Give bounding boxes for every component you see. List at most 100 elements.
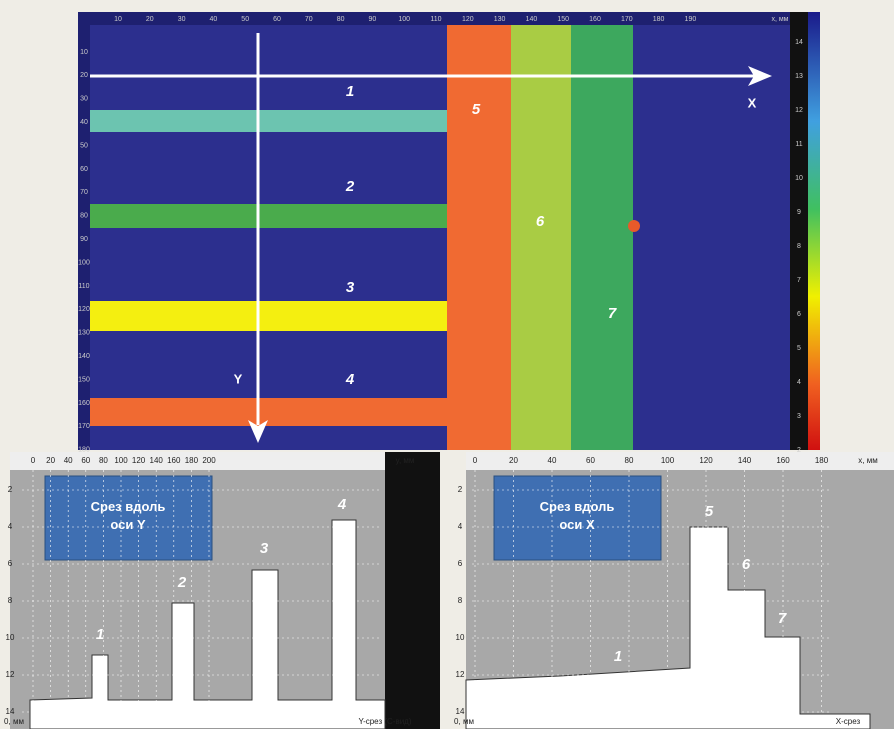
x-unit: x, мм xyxy=(858,456,877,465)
x-tick-label: 80 xyxy=(625,456,634,465)
y-tick-label: 100 xyxy=(78,259,90,266)
colorbar-tick-label: 6 xyxy=(797,311,801,318)
x-tick-label: 20 xyxy=(509,456,518,465)
footer-label: Y-срез (С-вид) xyxy=(358,717,411,726)
x-tick-label: 190 xyxy=(685,16,697,23)
x-tick-label: 160 xyxy=(776,456,790,465)
colorbar-tick-label: 2 xyxy=(797,447,801,454)
x-unit: y, мм xyxy=(396,456,415,465)
axis-label: Y xyxy=(234,371,243,386)
x-unit: x, мм xyxy=(771,16,788,23)
x-tick-label: 140 xyxy=(150,456,164,465)
x-tick-label: 180 xyxy=(653,16,665,23)
axis-label: X xyxy=(748,95,757,110)
corner-label: 0, мм xyxy=(4,717,24,726)
x-tick-label: 100 xyxy=(398,16,410,23)
x-tick-label: 40 xyxy=(210,16,218,23)
x-tick-label: 0 xyxy=(473,456,478,465)
x-tick-label: 50 xyxy=(241,16,249,23)
x-tick-label: 0 xyxy=(31,456,36,465)
y-tick-label: 6 xyxy=(458,559,463,568)
scan-image xyxy=(78,12,820,450)
y-tick-label: 14 xyxy=(456,707,465,716)
footer-label: X-срез xyxy=(836,717,861,726)
colorbar-tick-label: 10 xyxy=(795,175,803,182)
y-tick-label: 12 xyxy=(456,670,465,679)
x-tick-label: 120 xyxy=(462,16,474,23)
x-tick-label: 160 xyxy=(167,456,181,465)
x-tick-label: 60 xyxy=(586,456,595,465)
colorbar-tick-label: 14 xyxy=(795,39,803,46)
y-tick-label: 10 xyxy=(6,633,15,642)
y-tick-label: 140 xyxy=(78,353,90,360)
colorbar-tick-label: 7 xyxy=(797,277,801,284)
peak-label: 1 xyxy=(614,648,622,665)
x-tick-label: 60 xyxy=(81,456,90,465)
x-tick-label: 10 xyxy=(114,16,122,23)
slice-y-panel xyxy=(10,452,440,729)
region-label: 7 xyxy=(608,305,617,322)
x-tick-label: 80 xyxy=(99,456,108,465)
colorbar-tick-label: 5 xyxy=(797,345,801,352)
peak-label: 2 xyxy=(177,574,187,591)
region-label: 3 xyxy=(346,279,355,296)
peak-label: 7 xyxy=(778,610,787,627)
y-tick-label: 20 xyxy=(80,72,88,79)
x-tick-label: 20 xyxy=(146,16,154,23)
x-tick-label: 180 xyxy=(185,456,199,465)
colorbar-tick-label: 8 xyxy=(797,243,801,250)
y-tick-label: 110 xyxy=(78,283,89,290)
colorbar-tick-label: 4 xyxy=(797,379,801,386)
peak-label: 4 xyxy=(337,496,347,513)
y-tick-label: 4 xyxy=(458,522,463,531)
colorbar-tick-label: 3 xyxy=(797,413,801,420)
y-tick-label: 70 xyxy=(80,189,88,196)
y-tick-label: 130 xyxy=(78,330,90,337)
region-label: 2 xyxy=(345,178,355,195)
x-tick-label: 150 xyxy=(557,16,569,23)
x-tick-label: 80 xyxy=(337,16,345,23)
x-tick-label: 60 xyxy=(273,16,281,23)
box-title: Срез вдоль оси Y xyxy=(91,499,166,532)
y-tick-label: 90 xyxy=(80,236,88,243)
x-tick-label: 20 xyxy=(46,456,55,465)
y-tick-label: 10 xyxy=(80,49,88,56)
x-tick-label: 140 xyxy=(526,16,538,23)
y-tick-label: 4 xyxy=(8,522,13,531)
y-tick-label: 170 xyxy=(78,423,90,430)
y-tick-label: 120 xyxy=(78,306,90,313)
peak-label: 5 xyxy=(705,503,714,520)
peak-label: 6 xyxy=(742,556,751,573)
y-tick-label: 6 xyxy=(8,559,13,568)
x-tick-label: 100 xyxy=(661,456,675,465)
y-tick-label: 10 xyxy=(456,633,465,642)
y-tick-label: 80 xyxy=(80,213,88,220)
x-tick-label: 120 xyxy=(699,456,713,465)
y-tick-label: 2 xyxy=(458,485,463,494)
region-label: 5 xyxy=(472,101,481,118)
x-tick-label: 130 xyxy=(494,16,506,23)
region-label: 1 xyxy=(346,83,354,100)
peak-label: 3 xyxy=(260,540,269,557)
y-tick-label: 12 xyxy=(6,670,15,679)
corner-label: 0, мм xyxy=(454,717,474,726)
x-tick-label: 40 xyxy=(64,456,73,465)
y-tick-label: 40 xyxy=(80,119,88,126)
x-tick-label: 140 xyxy=(738,456,752,465)
y-tick-label: 8 xyxy=(458,596,463,605)
y-tick-label: 8 xyxy=(8,596,13,605)
x-tick-label: 110 xyxy=(430,16,441,23)
box-title: Срез вдоль оси X xyxy=(540,499,615,532)
slice-x-panel xyxy=(465,452,894,729)
x-tick-label: 170 xyxy=(621,16,633,23)
colorbar-tick-label: 13 xyxy=(795,73,803,80)
colorbar-tick-label: 12 xyxy=(795,107,803,114)
y-tick-label: 50 xyxy=(80,142,88,149)
region-label: 4 xyxy=(345,371,355,388)
y-tick-label: 150 xyxy=(78,376,90,383)
y-tick-label: 180 xyxy=(78,447,90,454)
x-tick-label: 90 xyxy=(369,16,377,23)
peak-label: 1 xyxy=(96,626,104,643)
x-tick-label: 160 xyxy=(589,16,601,23)
